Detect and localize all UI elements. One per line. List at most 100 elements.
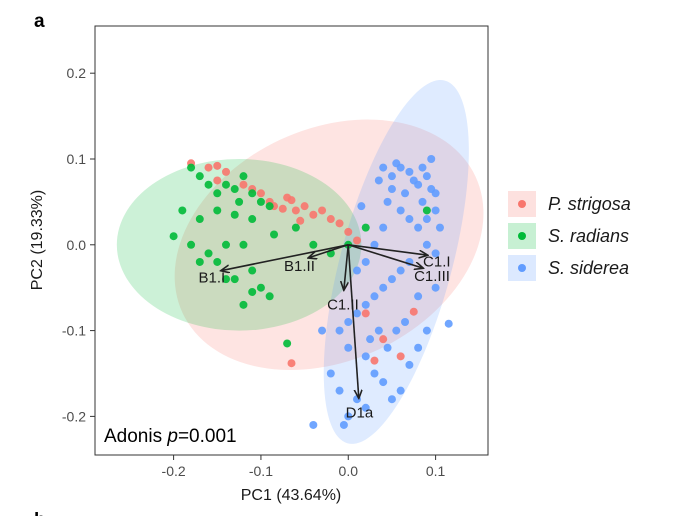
point-p-strigosa xyxy=(370,356,379,365)
legend-label-p-strigosa: P. strigosa xyxy=(548,194,631,214)
point-s-siderea xyxy=(361,300,370,309)
point-s-siderea xyxy=(409,176,418,185)
legend-dot-s-siderea xyxy=(518,264,526,272)
point-s-siderea xyxy=(422,240,431,249)
point-s-radians xyxy=(195,215,204,224)
y-tick-label: 0.2 xyxy=(67,65,87,81)
vector-label-d1a: D1a xyxy=(346,404,374,421)
point-s-siderea xyxy=(383,343,392,352)
vector-arrow-b1-i xyxy=(222,244,349,271)
point-s-radians xyxy=(195,172,204,181)
point-s-siderea xyxy=(370,240,379,249)
point-p-strigosa xyxy=(213,161,222,170)
point-p-strigosa xyxy=(335,219,344,228)
point-s-radians xyxy=(256,197,265,206)
x-tick-label: 0.1 xyxy=(426,463,446,479)
point-s-siderea xyxy=(374,176,383,185)
point-s-siderea xyxy=(418,197,427,206)
point-s-siderea xyxy=(379,378,388,387)
point-s-siderea xyxy=(396,386,405,395)
point-s-siderea xyxy=(387,395,396,404)
point-s-radians xyxy=(309,240,318,249)
ellipse-p-strigosa xyxy=(174,119,484,371)
point-s-siderea xyxy=(353,309,361,318)
point-s-radians xyxy=(265,202,274,211)
point-p-strigosa xyxy=(222,167,230,176)
point-s-siderea xyxy=(344,412,353,421)
point-s-radians xyxy=(265,292,274,301)
loading-vectors xyxy=(222,243,427,398)
legend-dot-s-radians xyxy=(518,232,526,240)
y-tick-label: -0.1 xyxy=(62,323,86,339)
plot-panel-border xyxy=(94,25,489,456)
point-s-siderea xyxy=(401,318,410,327)
ellipse-s-radians xyxy=(116,158,362,331)
point-s-siderea xyxy=(335,326,344,335)
x-axis-ticks: -0.2 -0.1 0.0 0.1 xyxy=(162,455,446,479)
point-s-radians xyxy=(178,206,187,215)
point-s-siderea xyxy=(396,206,405,215)
point-s-siderea xyxy=(318,326,327,335)
point-s-siderea xyxy=(435,223,444,232)
panel-letter-b: b xyxy=(34,510,46,516)
point-s-radians xyxy=(248,287,257,296)
adonis-value: =0.001 xyxy=(178,426,237,447)
point-s-siderea xyxy=(361,403,370,412)
point-s-siderea xyxy=(374,326,383,335)
point-p-strigosa xyxy=(379,335,388,344)
confidence-ellipses xyxy=(116,80,484,444)
point-s-siderea xyxy=(379,283,388,292)
point-s-siderea xyxy=(444,319,453,328)
vector-label-b1-i: B1.I xyxy=(198,270,225,287)
y-tick-label: -0.2 xyxy=(62,408,86,424)
x-tick-label: -0.2 xyxy=(162,463,186,479)
vector-arrow-c1-i xyxy=(348,243,427,255)
point-p-strigosa xyxy=(353,236,361,245)
data-points xyxy=(169,154,453,429)
point-s-radians xyxy=(239,300,248,309)
point-s-radians xyxy=(230,275,239,284)
point-s-radians xyxy=(213,189,222,198)
point-p-strigosa xyxy=(309,210,318,219)
adonis-p: p xyxy=(166,426,178,447)
point-s-siderea xyxy=(422,215,431,224)
point-p-strigosa xyxy=(296,216,305,225)
point-s-siderea xyxy=(370,292,379,301)
point-s-radians xyxy=(270,230,279,239)
point-s-radians xyxy=(291,223,300,232)
point-s-siderea xyxy=(387,275,396,284)
point-s-siderea xyxy=(392,326,401,335)
point-s-radians xyxy=(239,172,248,181)
point-s-siderea xyxy=(392,159,401,168)
point-p-strigosa xyxy=(213,176,222,185)
y-axis-ticks: -0.2 -0.1 0.0 0.1 0.2 xyxy=(62,65,95,424)
point-s-siderea xyxy=(335,386,344,395)
vector-label-b1-ii: B1.II xyxy=(284,258,315,275)
point-s-radians xyxy=(169,232,178,241)
x-tick-label: 0.0 xyxy=(339,463,359,479)
point-s-siderea xyxy=(353,395,361,404)
point-p-strigosa xyxy=(287,359,296,368)
point-s-siderea xyxy=(427,154,436,163)
point-s-siderea xyxy=(405,167,414,176)
point-s-radians xyxy=(248,215,257,224)
point-s-radians xyxy=(256,283,265,292)
point-s-siderea xyxy=(431,283,440,292)
ellipse-s-siderea xyxy=(323,80,469,444)
point-s-radians xyxy=(235,197,244,206)
point-s-radians xyxy=(204,249,213,258)
point-s-siderea xyxy=(357,202,366,211)
point-s-siderea xyxy=(309,420,318,429)
y-axis-title: PC2 (19.33%) xyxy=(29,190,46,291)
point-s-siderea xyxy=(405,360,414,369)
point-s-siderea xyxy=(370,369,379,378)
point-s-siderea xyxy=(387,185,396,194)
point-s-siderea xyxy=(326,369,335,378)
point-s-siderea xyxy=(379,223,388,232)
point-p-strigosa xyxy=(344,227,353,236)
point-s-radians xyxy=(361,223,370,232)
point-s-siderea xyxy=(422,326,431,335)
point-s-siderea xyxy=(414,292,423,301)
